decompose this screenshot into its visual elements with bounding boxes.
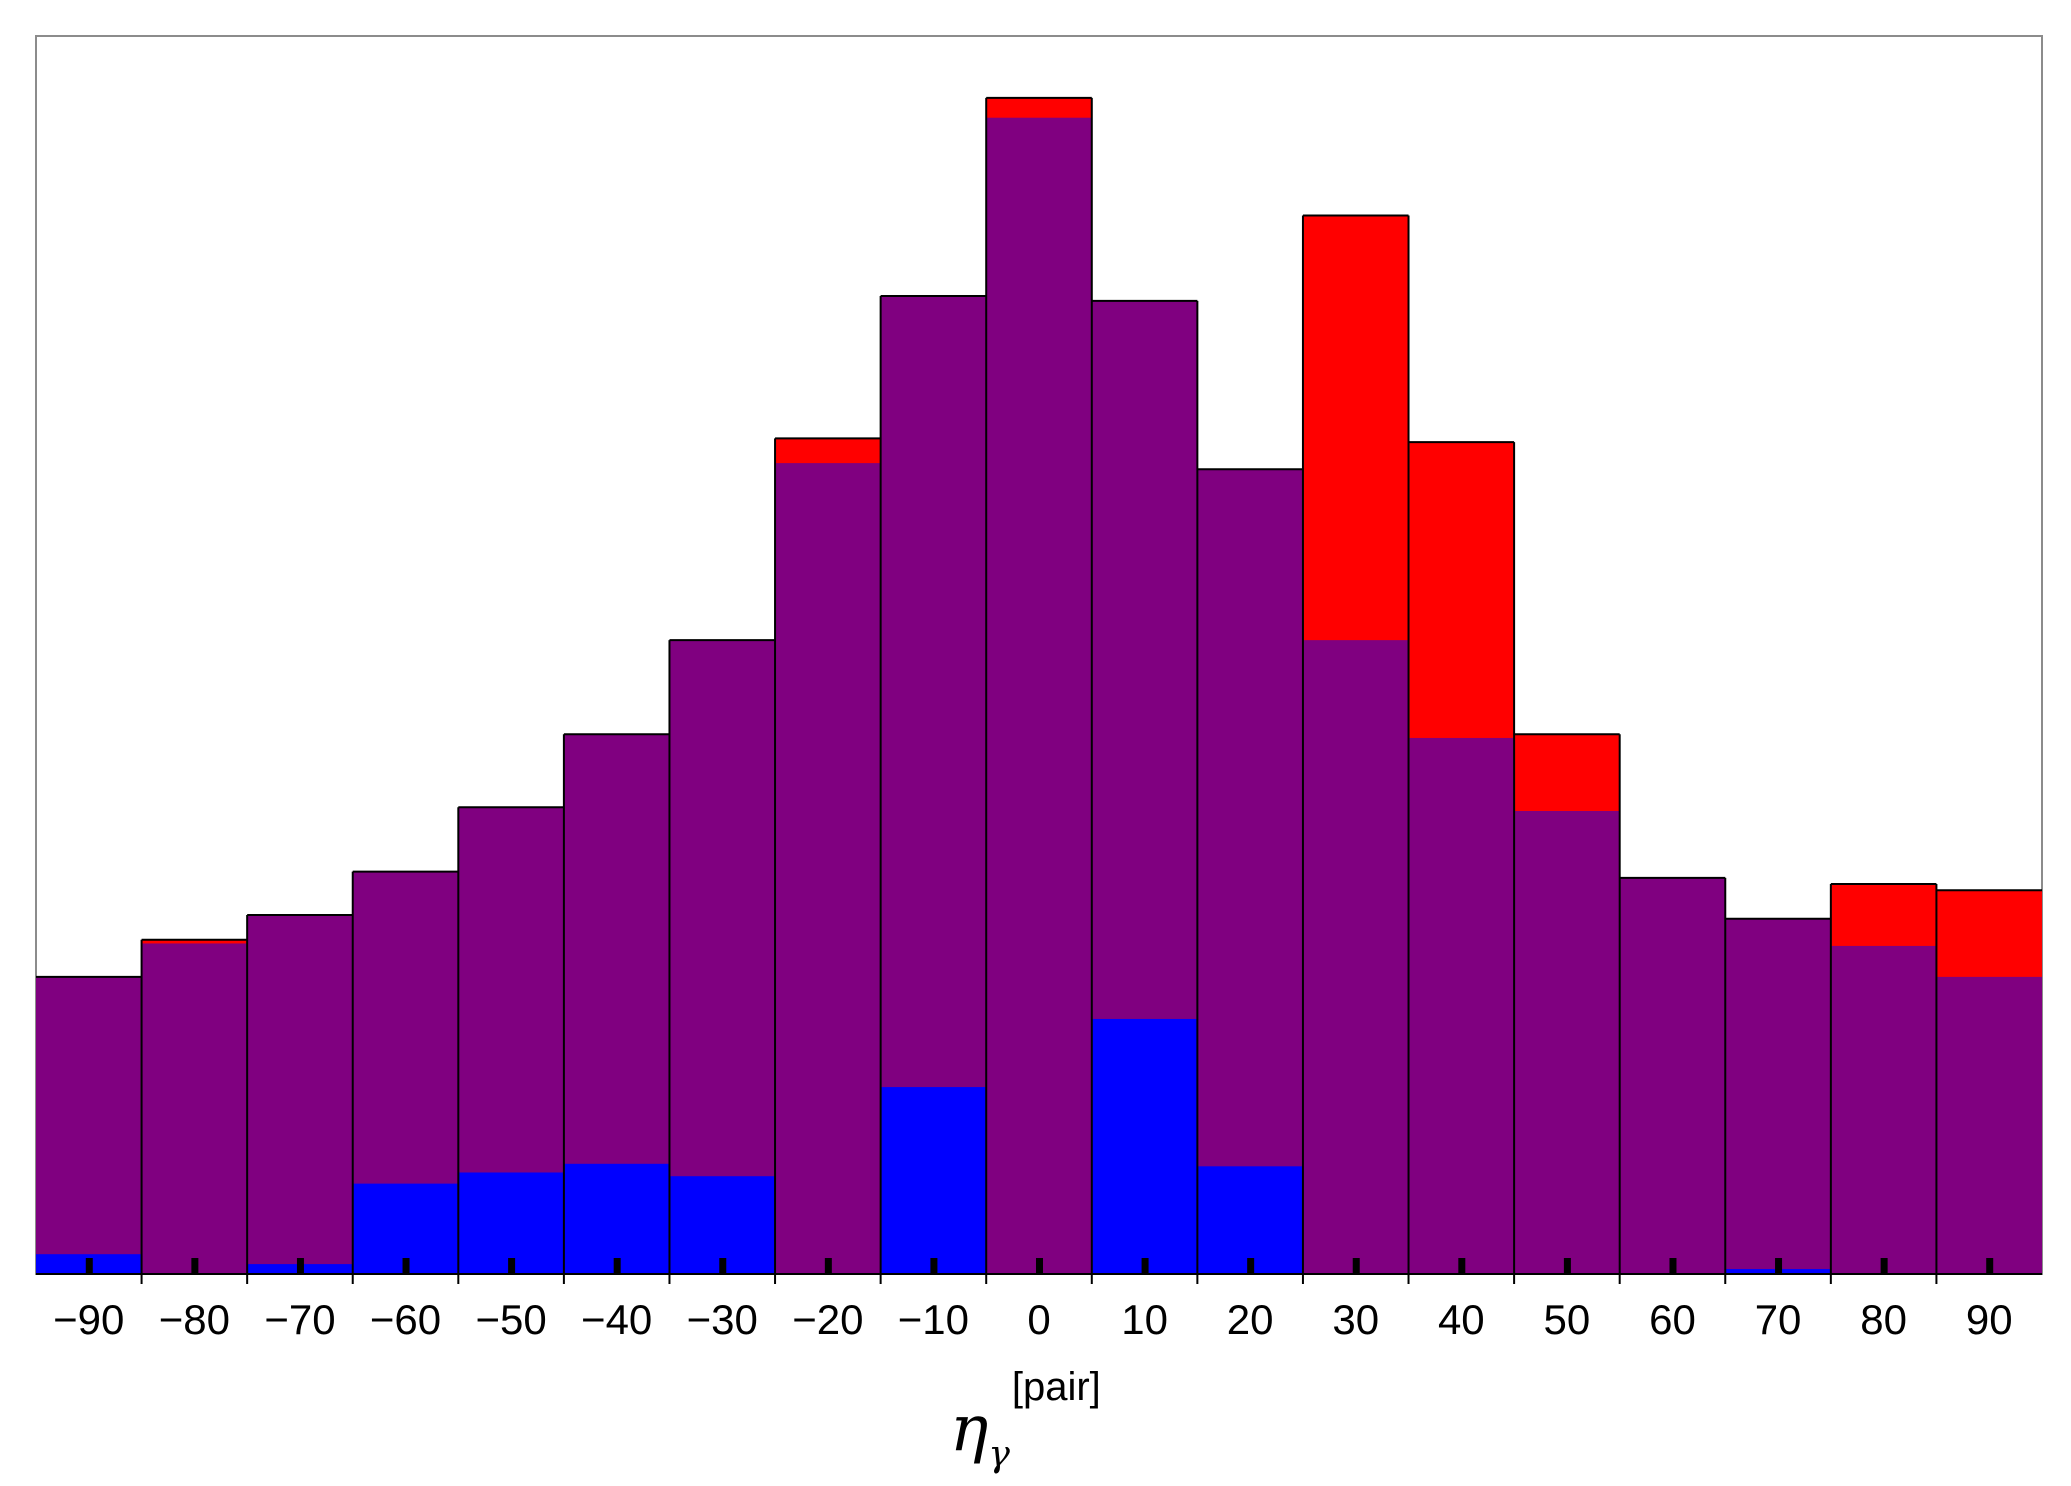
x-tick-90 [1986, 1258, 1994, 1274]
x-tick-label-90: 90 [1966, 1296, 2013, 1343]
x-axis-label-symbol: η [950, 1392, 988, 1466]
x-tick-label-20: 20 [1227, 1296, 1274, 1343]
x-tick--80 [191, 1258, 199, 1274]
x-tick-80 [1880, 1258, 1888, 1274]
x-tick-30 [1352, 1258, 1360, 1274]
x-axis-tick-labels: −90 −80 −70 −60 −50 −40 −30 −20 −10 0 10 20 30 40 50 60… [53, 1296, 2012, 1343]
x-tick--20 [824, 1258, 832, 1274]
x-tick-label-0: 0 [1027, 1296, 1050, 1343]
x-tick--50 [508, 1258, 516, 1274]
x-tick-40 [1458, 1258, 1466, 1274]
x-tick-label--50: −50 [475, 1296, 546, 1343]
x-tick--10 [930, 1258, 938, 1274]
x-tick-label-60: 60 [1649, 1296, 1696, 1343]
x-tick-0 [1036, 1258, 1043, 1274]
x-tick-label-80: 80 [1860, 1296, 1907, 1343]
bar-series2--30 [669, 1176, 776, 1274]
x-tick-10 [1141, 1258, 1149, 1274]
bar-series1--70 [247, 914, 353, 1274]
bar-series1-0 [986, 117, 1092, 1274]
bar-series2-10 [1091, 1018, 1198, 1274]
bar-outlines [36, 96, 2042, 1284]
x-tick-label--10: −10 [898, 1296, 969, 1343]
x-tick--70 [296, 1258, 304, 1274]
bars-group [36, 96, 2042, 1284]
x-tick-label-40: 40 [1438, 1296, 1485, 1343]
bar-series1-70 [1725, 918, 1831, 1274]
x-tick-20 [1247, 1258, 1255, 1274]
x-tick-label--80: −80 [159, 1296, 230, 1343]
bar-series2--40 [563, 1163, 670, 1274]
x-axis-ticks [85, 1258, 1994, 1274]
x-tick-label-50: 50 [1544, 1296, 1591, 1343]
bar-series1-60 [1619, 877, 1726, 1274]
x-tick-label--20: −20 [792, 1296, 863, 1343]
bar-series1-90 [1936, 976, 2042, 1274]
x-tick-label--70: −70 [264, 1296, 335, 1343]
bar-series2-20 [1197, 1166, 1303, 1274]
bar-series1-50 [1514, 810, 1620, 1274]
x-tick--90 [85, 1258, 93, 1274]
x-tick-label--30: −30 [687, 1296, 758, 1343]
x-tick--60 [402, 1258, 410, 1274]
x-tick-label--40: −40 [581, 1296, 652, 1343]
bar-series2--10 [880, 1087, 987, 1274]
bar-series2--50 [458, 1172, 564, 1274]
x-tick-label-30: 30 [1332, 1296, 1379, 1343]
bar-series1--90 [36, 976, 142, 1274]
x-tick-60 [1669, 1258, 1677, 1274]
x-axis-label-superscript: [pair] [1012, 1365, 1101, 1409]
bar-series1-40 [1408, 737, 1515, 1274]
x-tick-70 [1775, 1258, 1783, 1274]
x-tick--40 [613, 1258, 621, 1274]
bar-series1-80 [1830, 945, 1937, 1274]
bar-series1--80 [141, 943, 248, 1274]
x-tick--30 [719, 1258, 727, 1274]
bar-series1-20 [1197, 469, 1303, 1274]
x-tick-label--60: −60 [370, 1296, 441, 1343]
x-tick-label-70: 70 [1755, 1296, 1802, 1343]
bar-series1-30 [1302, 640, 1409, 1274]
x-axis-label-subscript: γ [988, 1434, 1010, 1475]
x-tick-label--90: −90 [53, 1296, 124, 1343]
x-tick-50 [1563, 1258, 1571, 1274]
x-axis-label: ηγ[pair] [950, 1365, 1101, 1475]
x-tick-label-10: 10 [1121, 1296, 1168, 1343]
bar-series1--20 [775, 463, 881, 1274]
bar-series1--30 [669, 640, 776, 1274]
